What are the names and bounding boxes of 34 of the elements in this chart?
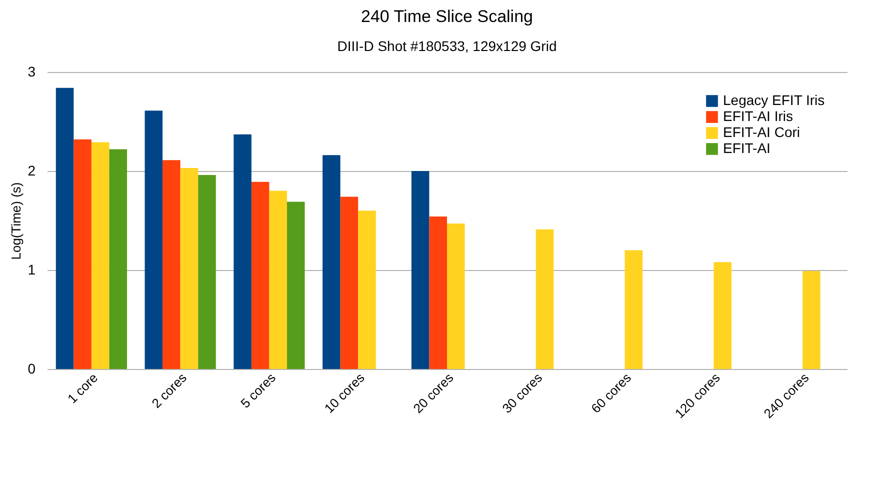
bar bbox=[56, 88, 74, 369]
legend-label: EFIT-AI bbox=[723, 140, 770, 156]
bar bbox=[162, 160, 180, 369]
bar bbox=[109, 149, 127, 369]
bar bbox=[287, 202, 305, 369]
y-tick-label: 0 bbox=[28, 360, 36, 376]
y-axis-title: Log(Time) (s) bbox=[8, 182, 24, 260]
bar bbox=[322, 155, 340, 369]
bar bbox=[429, 216, 447, 369]
y-tick-label: 2 bbox=[28, 162, 36, 178]
bar bbox=[358, 210, 376, 369]
bar bbox=[714, 262, 732, 369]
bar bbox=[269, 190, 287, 369]
bar bbox=[234, 134, 252, 369]
bar bbox=[802, 270, 820, 369]
x-tick-label: 1 core bbox=[64, 370, 101, 406]
bar bbox=[624, 250, 643, 369]
bar bbox=[340, 196, 358, 369]
legend-label: EFIT-AI Cori bbox=[723, 124, 800, 140]
chart-title: 240 Time Slice Scaling bbox=[361, 7, 533, 26]
bar bbox=[144, 110, 163, 369]
bar bbox=[536, 229, 554, 369]
bar bbox=[74, 139, 92, 369]
bar bbox=[411, 171, 430, 369]
bar bbox=[251, 182, 270, 369]
bar bbox=[447, 223, 465, 369]
bar bbox=[180, 168, 198, 369]
chart-subtitle: DIII-D Shot #180533, 129x129 Grid bbox=[337, 38, 557, 54]
y-tick-label: 3 bbox=[28, 64, 36, 80]
legend-label: EFIT-AI Iris bbox=[723, 108, 793, 124]
legend-label: Legacy EFIT Iris bbox=[723, 92, 825, 108]
bar bbox=[91, 142, 110, 369]
bar bbox=[198, 174, 216, 369]
y-tick-label: 1 bbox=[28, 262, 36, 278]
